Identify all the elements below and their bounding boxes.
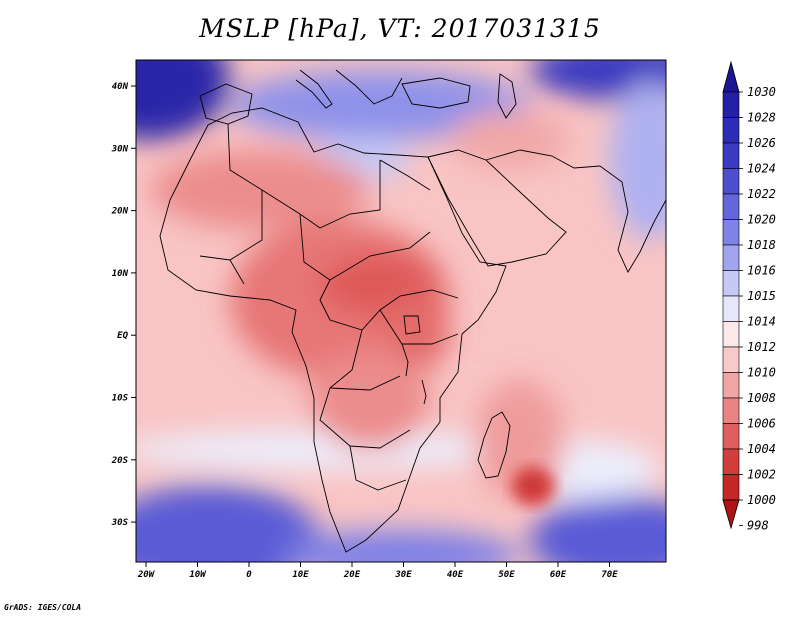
lon-tick-label: 10W xyxy=(189,570,207,580)
colorbar-label: 1030 xyxy=(747,85,776,99)
colorbar: 1030 1028 1026 1024 1022 1020 1018 1016 1015 1014… xyxy=(722,60,776,533)
lon-tick-label: 20E xyxy=(343,570,361,580)
colorbar-label: 1002 xyxy=(747,468,776,482)
lon-tick-label: 30E xyxy=(394,570,412,580)
colorbar-label: 1000 xyxy=(747,493,776,507)
colorbar-segment xyxy=(722,346,740,373)
lat-tick-label: 10N xyxy=(112,269,129,279)
colorbar-label: 1010 xyxy=(747,366,776,380)
colorbar-segment xyxy=(722,397,740,424)
colorbar-segment xyxy=(722,295,740,322)
colorbar-segment xyxy=(722,270,740,297)
lat-tick-label: EQ xyxy=(117,331,128,341)
colorbar-segment xyxy=(722,423,740,450)
colorbar-label: 1008 xyxy=(747,391,776,405)
colorbar-label: 998 xyxy=(747,519,769,533)
lon-tick-label: 40E xyxy=(447,570,464,580)
lon-tick-label: 20W xyxy=(137,570,156,580)
colorbar-segment xyxy=(722,321,740,348)
lon-tick-label: 60E xyxy=(550,570,567,580)
latitude-axis: 40N 30N 20N 10N EQ 10S 20S 30S xyxy=(111,82,136,528)
lon-tick-label: 50E xyxy=(498,570,515,580)
map-title: MSLP [hPa], VT: 2017031315 xyxy=(199,14,601,43)
colorbar-label: 1026 xyxy=(747,136,776,150)
colorbar-segment xyxy=(722,474,740,501)
lat-tick-label: 10S xyxy=(112,394,129,404)
colorbar-segment xyxy=(722,193,740,220)
colorbar-label: 1022 xyxy=(747,187,776,201)
colorbar-label: 1018 xyxy=(747,238,776,252)
lat-tick-label: 30N xyxy=(111,144,129,154)
coastlines xyxy=(159,69,666,553)
lon-tick-label: 70E xyxy=(601,570,618,580)
colorbar-segment xyxy=(722,219,740,246)
colorbar-segment xyxy=(722,142,740,169)
colorbar-segment xyxy=(722,168,740,195)
lat-tick-label: 40N xyxy=(112,82,129,92)
plot-frame xyxy=(135,59,667,563)
colorbar-label: 1016 xyxy=(747,264,776,278)
lat-tick-label: 30S xyxy=(111,518,129,528)
colorbar-segment xyxy=(722,372,740,399)
colorbar-label: 1024 xyxy=(747,162,776,176)
pressure-field xyxy=(136,60,666,562)
colorbar-label: 1004 xyxy=(747,442,776,456)
colorbar-top-arrow xyxy=(722,60,740,93)
lon-tick-label: 0 xyxy=(246,570,252,580)
colorbar-label: 1028 xyxy=(747,111,776,125)
colorbar-segment xyxy=(722,244,740,271)
colorbar-segment xyxy=(722,91,740,118)
lat-tick-label: 20S xyxy=(111,456,129,466)
longitude-axis: 20W 10W 0 10E 20E 30E 40E 50E 60E 70E xyxy=(137,562,618,580)
colorbar-segment xyxy=(722,448,740,475)
colorbar-label: 1020 xyxy=(747,213,776,227)
colorbar-bottom-arrow xyxy=(722,499,740,530)
colorbar-label: 1006 xyxy=(747,417,776,431)
grads-credit: GrADS: IGES/COLA xyxy=(4,603,82,612)
lat-tick-label: 20N xyxy=(111,207,129,217)
colorbar-label: 1012 xyxy=(747,340,776,354)
colorbar-segment xyxy=(722,117,740,144)
colorbar-label: 1014 xyxy=(747,315,776,329)
lon-tick-label: 10E xyxy=(292,570,309,580)
colorbar-label: 1015 xyxy=(747,289,776,303)
